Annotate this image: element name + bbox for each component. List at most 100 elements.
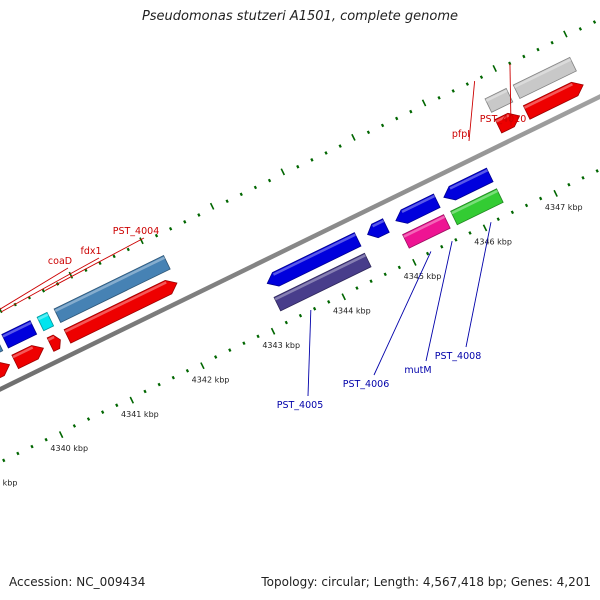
reverse-ruler-tick <box>539 196 543 201</box>
feature-layer <box>0 56 584 379</box>
reverse-ruler-tick <box>524 203 529 208</box>
reverse-ruler-tick <box>115 403 119 408</box>
forward-ruler-tick <box>280 168 286 176</box>
backbone-line <box>0 94 600 392</box>
gene-label-leader <box>373 251 432 376</box>
forward-ruler-tick <box>324 151 328 155</box>
gene-label-leader <box>44 237 145 291</box>
reverse-ruler-tick <box>44 437 48 442</box>
backbone-layer <box>0 94 600 392</box>
forward-ruler-tick <box>225 199 229 204</box>
reverse-ruler-tick <box>468 231 472 235</box>
reverse-ruler-tick <box>30 444 34 449</box>
gene-label-leader <box>465 222 492 348</box>
reverse-ruler-tick <box>86 417 91 421</box>
forward-ruler-tick <box>310 158 314 162</box>
tick-layer <box>0 20 599 463</box>
scale-label: 4342 kbp <box>192 375 230 384</box>
forward-cds-arrow <box>0 362 11 379</box>
forward-gene-bar <box>0 344 4 353</box>
forward-ruler-tick <box>68 271 74 279</box>
forward-ruler-tick <box>139 237 144 245</box>
forward-ruler-tick <box>112 254 116 259</box>
forward-cds-arrow-highlight <box>47 335 55 342</box>
reverse-ruler-tick <box>454 238 458 242</box>
forward-ruler-tick <box>536 47 540 52</box>
gene-label-leader <box>1 257 100 313</box>
forward-cds-arrow <box>494 112 521 134</box>
reverse-ruler-tick <box>496 217 500 222</box>
forward-ruler-tick <box>465 82 469 86</box>
scale-label: 4345 kbp <box>404 272 442 281</box>
scale-label: 4346 kbp <box>474 237 512 246</box>
forward-ruler-tick <box>183 220 187 224</box>
reverse-ruler-tick <box>312 306 317 311</box>
forward-ruler-tick <box>296 164 300 169</box>
reverse-ruler-tick <box>185 368 190 373</box>
scale-label: 4341 kbp <box>121 410 159 419</box>
scale-label: 4339 kbp <box>0 479 17 488</box>
forward-gene-bar <box>512 56 577 100</box>
forward-ruler-tick <box>479 75 484 79</box>
gene-label: PST_4006 <box>343 379 390 390</box>
gene-label-leader <box>468 81 476 142</box>
forward-gene-bar <box>484 87 514 113</box>
gene-label: coaD <box>48 256 72 267</box>
forward-ruler-tick <box>380 123 385 128</box>
forward-cds-arrow-highlight <box>12 346 34 359</box>
forward-ruler-tick <box>168 226 173 231</box>
reverse-ruler-tick <box>2 458 6 463</box>
label-layer: 4339 kbp 4340 kbp 4341 kbp 4342 kbp 4343 kbp… <box>0 63 583 488</box>
reverse-ruler-tick <box>482 224 488 232</box>
reverse-ruler-tick <box>440 244 444 249</box>
reverse-ruler-tick <box>327 300 331 304</box>
reverse-ruler-tick <box>553 189 558 197</box>
forward-ruler-tick <box>592 20 597 24</box>
scale-label: 4344 kbp <box>333 306 371 315</box>
forward-cds-arrow <box>11 345 45 370</box>
reverse-ruler-tick <box>157 382 161 387</box>
forward-cds-arrow <box>46 334 61 352</box>
forward-cds-arrow <box>63 279 178 344</box>
forward-gene-bar-highlight <box>37 313 49 321</box>
forward-ruler-tick <box>409 109 413 114</box>
gene-label: pfpI <box>452 129 470 140</box>
reverse-ruler-tick <box>412 258 417 266</box>
reverse-ruler-tick <box>228 348 232 352</box>
forward-ruler-tick <box>578 27 583 31</box>
reverse-ruler-tick <box>383 272 387 277</box>
reverse-cds-arrow <box>367 218 390 239</box>
gene-label-leader <box>509 63 512 127</box>
gene-label-leader <box>0 267 69 310</box>
reverse-ruler-tick <box>369 279 373 284</box>
forward-ruler-tick <box>451 89 455 93</box>
reverse-ruler-tick <box>72 424 77 428</box>
gene-label: PST_4010 <box>480 114 527 125</box>
gene-label: fdx1 <box>80 246 101 257</box>
reverse-ruler-tick <box>129 396 135 404</box>
gene-label: PST_4004 <box>113 226 160 237</box>
forward-cds-arrow-highlight <box>523 83 573 109</box>
forward-ruler-tick <box>338 144 342 148</box>
forward-ruler-tick <box>563 30 568 38</box>
reverse-ruler-tick <box>581 175 585 180</box>
reverse-gene-bar <box>273 252 372 312</box>
forward-ruler-tick <box>395 116 399 121</box>
gene-label: PST_4005 <box>277 400 324 411</box>
gene-label: PST_4008 <box>435 351 482 362</box>
reverse-ruler-tick <box>425 251 430 256</box>
forward-ruler-tick <box>209 202 215 210</box>
reverse-ruler-tick <box>58 431 64 439</box>
forward-ruler-tick <box>421 99 427 107</box>
reverse-gene-bar-highlight <box>403 215 446 238</box>
forward-ruler-tick <box>126 247 130 252</box>
reverse-gene-bar <box>450 188 504 226</box>
accession-text: Accession: NC_009434 <box>9 575 146 589</box>
topology-text: Topology: circular; Length: 4,567,418 bp… <box>261 575 591 589</box>
scale-label: 4347 kbp <box>545 203 583 212</box>
reverse-ruler-tick <box>256 334 260 339</box>
reverse-cds-arrow <box>443 167 494 201</box>
reverse-cds-arrow <box>395 193 441 224</box>
reverse-gene-bar <box>402 214 451 249</box>
